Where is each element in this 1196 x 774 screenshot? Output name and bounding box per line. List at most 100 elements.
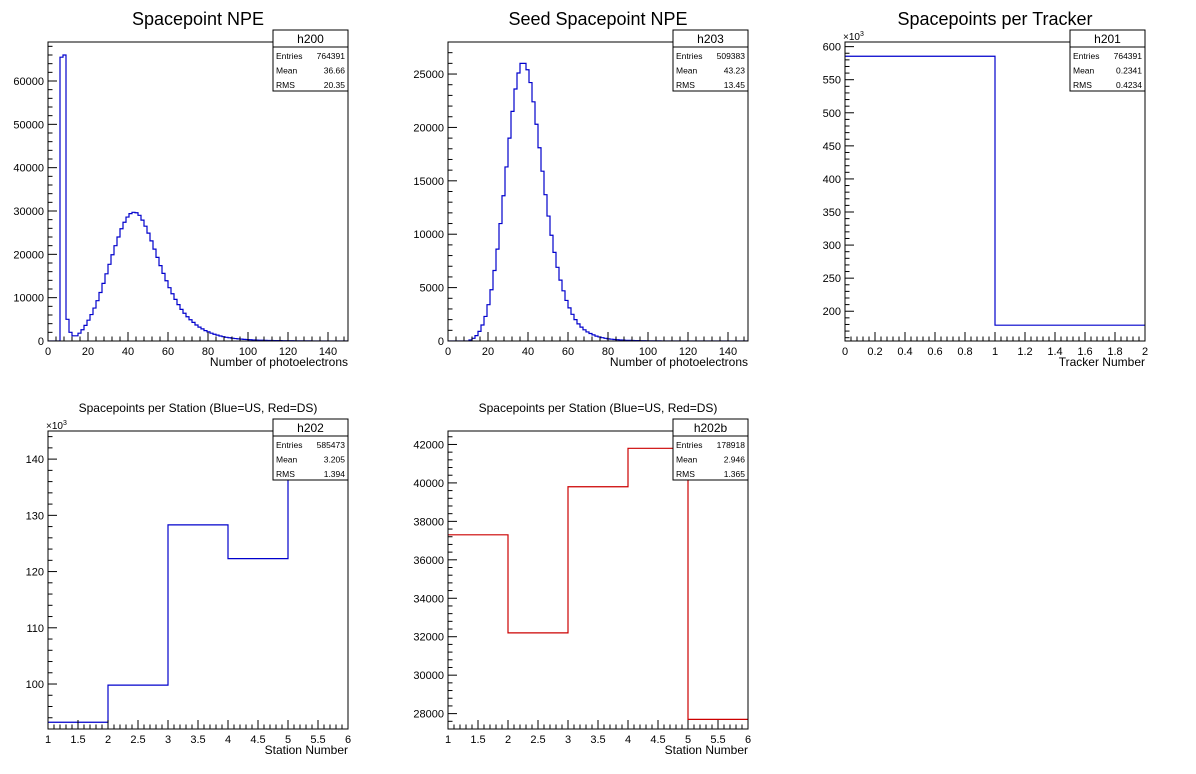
histogram-bin	[75, 336, 78, 341]
stats-histogram-name: h201	[1094, 32, 1121, 46]
histogram-bin	[156, 257, 159, 341]
histogram-bin	[90, 315, 93, 341]
histogram-series	[48, 54, 348, 341]
x-tick-label: 100	[239, 346, 257, 358]
x-tick-label: 3	[565, 734, 571, 746]
x-tick-label: 2.5	[530, 734, 545, 746]
histogram-bin	[547, 216, 550, 341]
histogram-line	[48, 54, 348, 341]
x-axis-label: Number of photoelectrons	[210, 355, 348, 369]
stats-mean-value: 0.2341	[1116, 66, 1142, 76]
histogram-bin	[93, 308, 96, 341]
stats-rms-label: RMS	[676, 469, 695, 479]
histogram-bin	[499, 224, 502, 341]
histogram-bin	[496, 249, 499, 341]
x-tick-label: 1.5	[70, 734, 85, 746]
x-tick-label: 0	[445, 346, 451, 358]
histogram-line	[845, 55, 1145, 326]
y-tick-label: 350	[823, 207, 841, 219]
stats-box: h201 Entries 764391 Mean 0.2341 RMS 0.4234	[1069, 29, 1146, 92]
chart-h201: Spacepoints per Tracker 0 0.2 0.4 0.6 0.8 1 1.2…	[823, 9, 1148, 369]
stats-box: h202b Entries 178918 Mean 2.946 RMS 1.365	[672, 418, 749, 481]
x-tick-label: 40	[122, 346, 134, 358]
y-tick-label: 0	[438, 336, 444, 348]
histogram-bin	[180, 309, 183, 341]
stats-entries-value: 585473	[317, 440, 346, 450]
y-tick-label: 550	[823, 75, 841, 87]
x-tick-label: 5	[685, 734, 691, 746]
stats-entries-value: 764391	[1114, 51, 1143, 61]
histogram-bin	[523, 63, 526, 341]
stats-entries-label: Entries	[276, 51, 302, 61]
x-tick-label: 5.5	[310, 734, 325, 746]
histogram-bin	[105, 274, 108, 341]
histogram-bin	[508, 138, 511, 341]
y-tick-label: 10000	[413, 229, 444, 241]
histogram-bin	[195, 325, 198, 341]
histogram-bin	[159, 266, 162, 341]
histogram-bin	[144, 226, 147, 341]
stats-entries-value: 178918	[717, 440, 746, 450]
y-tick-label: 500	[823, 108, 841, 120]
x-tick-label: 20	[482, 346, 494, 358]
y-tick-label: 5000	[420, 283, 444, 295]
histogram-bin	[484, 316, 487, 341]
y-tick-label: 20000	[413, 122, 444, 134]
stats-entries-label: Entries	[1073, 51, 1099, 61]
x-tick-label: 2	[1142, 346, 1148, 358]
stats-entries-label: Entries	[676, 51, 702, 61]
y-tick-label: 200	[823, 306, 841, 318]
x-tick-label: 3.5	[190, 734, 205, 746]
x-tick-label: 5.5	[710, 734, 725, 746]
stats-histogram-name: h200	[297, 32, 324, 46]
histogram-bin	[111, 255, 114, 341]
stats-mean-value: 3.205	[324, 455, 346, 465]
chart-title: Spacepoints per Station (Blue=US, Red=DS…	[479, 401, 718, 415]
histogram-bin	[541, 171, 544, 341]
x-tick-label: 140	[319, 346, 337, 358]
x-tick-label: 140	[719, 346, 737, 358]
histogram-bin	[520, 63, 523, 341]
stats-rms-label: RMS	[276, 80, 295, 90]
stats-entries-label: Entries	[676, 440, 702, 450]
x-tick-label: 60	[162, 346, 174, 358]
histogram-bin	[81, 330, 84, 341]
histogram-series	[845, 55, 1145, 326]
histogram-bin	[505, 167, 508, 341]
histogram-bin	[538, 148, 541, 341]
chart-h200: Spacepoint NPE 0 20 40 60 80 100 120 140 0 10000 20…	[13, 9, 349, 369]
y-tick-label: 140	[26, 454, 44, 466]
histogram-line	[448, 447, 748, 720]
y-tick-label: 40000	[413, 478, 444, 490]
histogram-line	[48, 448, 348, 723]
stats-mean-value: 36.66	[324, 66, 346, 76]
x-tick-label: 120	[679, 346, 697, 358]
x-tick-label: 2.5	[130, 734, 145, 746]
histogram-bin	[532, 102, 535, 341]
histogram-bin	[508, 633, 568, 729]
y-tick-label: 36000	[413, 555, 444, 567]
stats-rms-label: RMS	[276, 469, 295, 479]
histogram-bin	[595, 336, 598, 341]
y-tick-label: 250	[823, 273, 841, 285]
x-tick-label: 80	[602, 346, 614, 358]
histogram-bin	[126, 217, 129, 341]
histogram-bin	[96, 301, 99, 341]
x-tick-label: 80	[202, 346, 214, 358]
x-tick-label: 40	[522, 346, 534, 358]
histogram-bin	[562, 291, 565, 341]
chart-title: Spacepoints per Tracker	[897, 9, 1092, 29]
histogram-bin	[559, 280, 562, 341]
histogram-bin	[526, 70, 529, 341]
histogram-bin	[177, 305, 180, 341]
histogram-bin	[628, 448, 688, 729]
histogram-bin	[102, 283, 105, 341]
x-tick-label: 1	[45, 734, 51, 746]
stats-mean-label: Mean	[676, 455, 698, 465]
x-tick-label: 1.4	[1047, 346, 1062, 358]
x-axis-label: Station Number	[665, 743, 748, 757]
stats-rms-label: RMS	[1073, 80, 1092, 90]
stats-histogram-name: h202b	[694, 421, 728, 435]
x-tick-label: 4	[225, 734, 231, 746]
